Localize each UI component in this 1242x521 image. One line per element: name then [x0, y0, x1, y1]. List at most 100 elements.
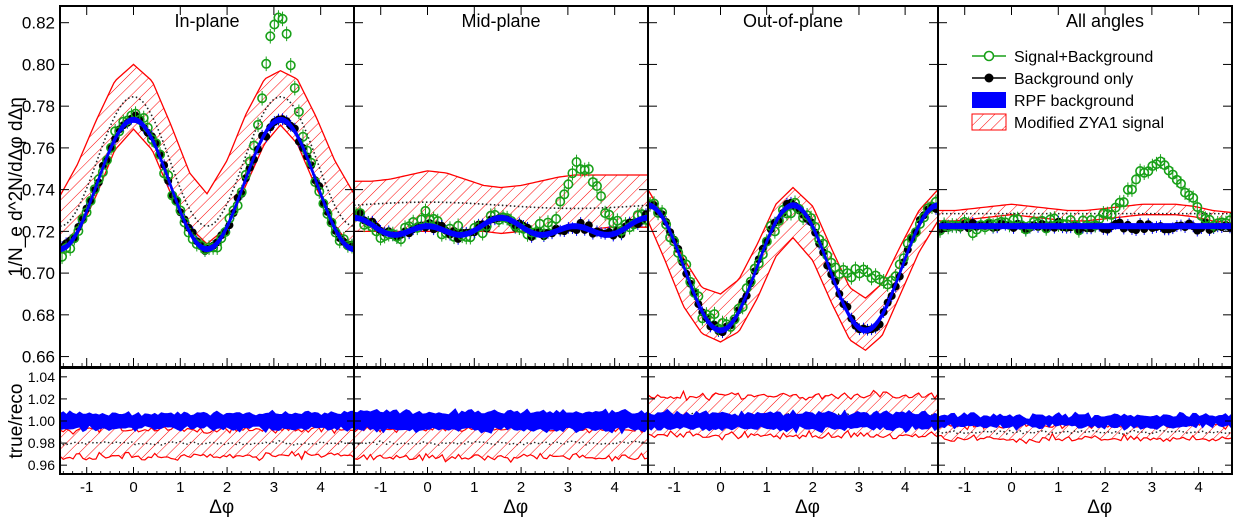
- signal-point: [285, 60, 296, 71]
- ratio-signal-lower: [354, 452, 648, 464]
- signal-point: [420, 205, 431, 216]
- legend-filled-circle: [984, 73, 994, 83]
- signal-point: [846, 272, 857, 283]
- x-tick-label: 2: [1101, 479, 1109, 496]
- signal-band-upper: [354, 170, 648, 189]
- signal-point: [257, 93, 268, 104]
- signal-point: [612, 215, 623, 226]
- signal-point: [253, 119, 264, 130]
- signal-point: [1126, 184, 1137, 195]
- signal-mid-curve: [354, 201, 648, 210]
- signal-point: [114, 126, 125, 137]
- panel-top-plot: [648, 186, 938, 352]
- y-tick-label-bottom: 0.98: [28, 435, 55, 451]
- legend-label: RPF background: [1014, 93, 1134, 110]
- x-tick-label: -1: [958, 479, 971, 496]
- signal-band-hatch: [354, 170, 648, 234]
- x-tick-label: 0: [423, 479, 431, 496]
- signal-point: [1118, 197, 1129, 208]
- x-tick-label: 1: [470, 479, 478, 496]
- y-tick-label-top: 0.66: [22, 348, 55, 367]
- y-tick-label-top: 0.70: [22, 264, 55, 283]
- legend: Signal+Background Background only RPF back…: [971, 49, 1164, 132]
- x-axis-label: Δφ: [209, 497, 234, 518]
- x-tick-label: 3: [564, 479, 572, 496]
- legend-item: RPF background: [972, 92, 1134, 110]
- signal-point: [567, 168, 578, 179]
- signal-point: [669, 236, 680, 247]
- x-tick-label: -1: [80, 479, 93, 496]
- legend-band: [972, 92, 1006, 108]
- x-axis-label: Δφ: [1087, 497, 1112, 518]
- panel-3: -1 0 1 2 3 4 Δφ All angles: [937, 5, 1233, 518]
- x-tick-label: 3: [855, 479, 863, 496]
- signal-point: [60, 251, 68, 262]
- panel-top-plot: [938, 154, 1232, 241]
- x-tick-label: 4: [610, 479, 618, 496]
- panel-title: Out-of-plane: [743, 11, 843, 31]
- signal-point: [761, 236, 772, 247]
- x-axis-label: Δφ: [795, 497, 820, 518]
- ratio-signal-hatch: [354, 425, 648, 463]
- panel-ratio-plot: [648, 389, 938, 441]
- signal-point: [563, 179, 574, 190]
- signal-point: [709, 309, 720, 320]
- x-tick-label: 2: [809, 479, 817, 496]
- y-axis-labels: 1/N_e d^2N/dΔφ dΔη true/reco: [6, 97, 27, 458]
- ratio-rpf-band: [648, 408, 938, 434]
- x-tick-label: 2: [517, 479, 525, 496]
- x-tick-label: 4: [901, 479, 909, 496]
- signal-point: [596, 191, 607, 202]
- signal-band-hatch: [60, 64, 354, 251]
- signal-point: [729, 314, 740, 325]
- legend-open-circle: [983, 50, 995, 62]
- signal-point: [293, 106, 304, 117]
- ratio-rpf-band: [938, 411, 1232, 431]
- signal-point: [551, 213, 562, 224]
- signal-point: [261, 58, 272, 69]
- y-tick-label-top: 0.72: [22, 222, 55, 241]
- signal-band-lower: [648, 220, 938, 352]
- panel-title: Mid-plane: [461, 11, 540, 31]
- ratio-signal-lower: [60, 450, 354, 462]
- signal-point: [453, 220, 464, 231]
- y-tick-label-top: 0.78: [22, 97, 55, 116]
- y-tick-label-top: 0.80: [22, 55, 55, 74]
- x-tick-label: -1: [374, 479, 387, 496]
- legend-item: Signal+Background: [972, 49, 1153, 66]
- x-tick-label: 3: [1148, 479, 1156, 496]
- rpf-band: [938, 223, 1232, 230]
- x-axis-label: Δφ: [503, 497, 528, 518]
- legend-hatched-band: [971, 113, 1007, 131]
- x-tick-label: 1: [762, 479, 770, 496]
- signal-band-upper: [60, 63, 354, 197]
- signal-point: [1175, 178, 1186, 189]
- x-tick-label: 3: [270, 479, 278, 496]
- signal-band-hatch: [938, 204, 1232, 224]
- signal-point: [910, 227, 921, 238]
- panels: -1 0 1 2 3 4 Δφ 0.66 0.68 0.70 0.72 0.74 0.76 0.78 0.8…: [22, 5, 1233, 518]
- x-tick-label: 4: [1194, 479, 1202, 496]
- panel-title: All angles: [1066, 11, 1144, 31]
- signal-band-upper: [938, 203, 1232, 214]
- signal-point: [138, 113, 149, 124]
- signal-point: [1188, 192, 1199, 203]
- signal-point: [1106, 209, 1117, 220]
- rpf-band: [354, 214, 648, 238]
- panel-1: -1 0 1 2 3 4 Δφ Mid-plane: [353, 5, 649, 518]
- ratio-signal-hatch: [60, 424, 354, 461]
- x-tick-label: -1: [668, 479, 681, 496]
- y-tick-label-top: 0.74: [22, 181, 55, 200]
- y-axis-label-bottom: true/reco: [6, 384, 27, 459]
- signal-point: [85, 195, 96, 206]
- x-tick-label: 1: [176, 479, 184, 496]
- signal-band-upper: [648, 186, 938, 299]
- x-tick-label: 1: [1054, 479, 1062, 496]
- signal-point: [1131, 174, 1142, 185]
- y-tick-label-top: 0.82: [22, 14, 55, 33]
- x-tick-label: 4: [316, 479, 324, 496]
- signal-point: [281, 28, 292, 39]
- y-tick-label-bottom: 0.96: [28, 457, 55, 473]
- signal-point: [583, 164, 594, 175]
